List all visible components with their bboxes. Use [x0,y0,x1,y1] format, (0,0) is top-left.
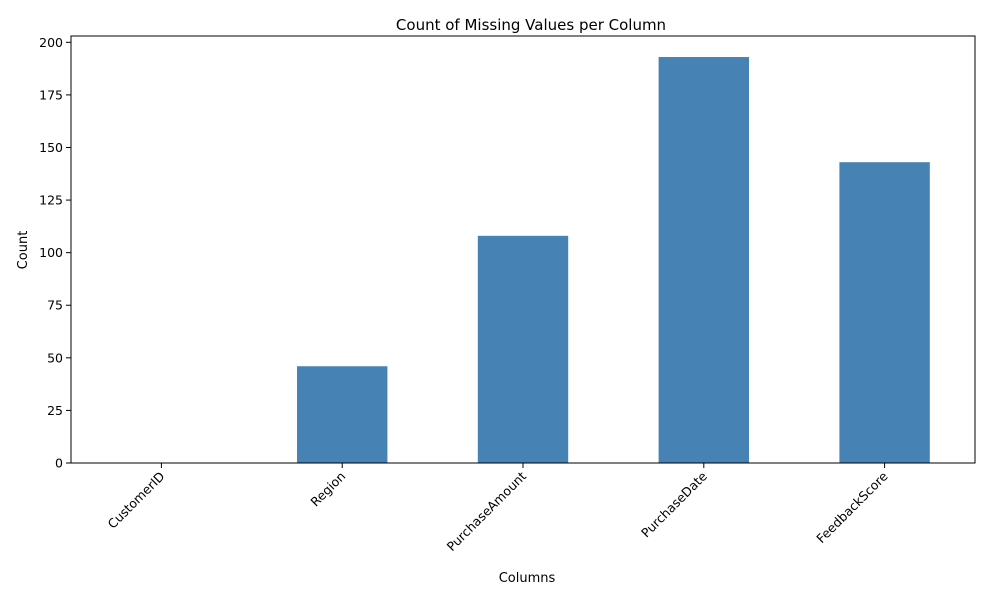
chart-title: Count of Missing Values per Column [396,16,666,34]
x-tick-label: CustomerID [105,469,168,532]
bar-Region [297,366,388,463]
x-tick-label: FeedbackScore [813,468,891,546]
y-tick-label: 175 [39,87,63,102]
y-axis: 0 25 50 75 100 125 150 175 200 [39,35,71,471]
y-tick-label: 125 [39,193,63,208]
y-tick-label: 50 [47,350,63,365]
x-tick-label: Region [307,469,348,510]
y-tick-label: 0 [55,456,63,471]
x-axis-label: Columns [499,571,556,586]
y-tick-label: 100 [39,245,63,260]
y-tick-label: 75 [47,298,63,313]
y-axis-label: Count [16,231,31,270]
plot-frame [70,35,976,464]
y-tick-label: 150 [39,140,63,155]
bar-PurchaseDate [658,57,749,463]
y-tick-label: 25 [47,403,63,418]
x-axis: CustomerID Region PurchaseAmount PurchaseDa… [105,463,891,554]
x-tick-label: PurchaseDate [638,468,710,540]
bar-FeedbackScore [839,162,930,463]
x-tick-label: PurchaseAmount [444,468,530,554]
bar-PurchaseAmount [477,235,569,463]
y-tick-label: 200 [39,35,63,50]
bars-group [297,57,930,463]
